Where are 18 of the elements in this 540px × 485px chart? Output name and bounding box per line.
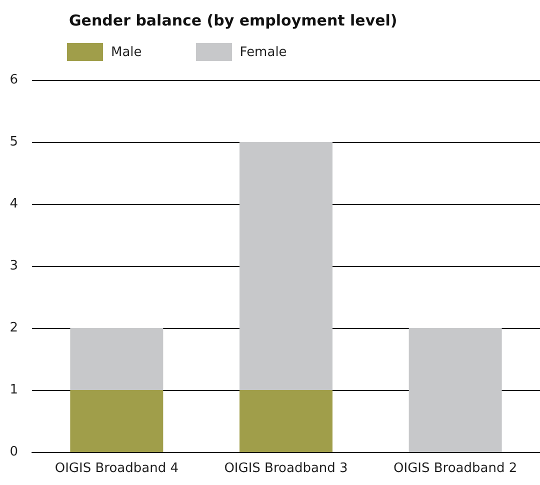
y-tick-label: 0 [10, 444, 18, 460]
bar [240, 142, 332, 390]
y-tick-label: 2 [10, 320, 18, 336]
y-tick-label: 5 [10, 134, 18, 150]
bar [70, 328, 164, 390]
x-tick-label: OIGIS Broadband 2 [394, 461, 518, 476]
legend-label: Female [240, 44, 287, 60]
bar [408, 328, 502, 452]
y-tick-label: 6 [10, 72, 18, 88]
bar [240, 390, 332, 452]
legend-label: Male [111, 44, 142, 60]
x-tick-label: OIGIS Broadband 3 [224, 461, 348, 476]
y-tick-label: 3 [10, 258, 18, 274]
chart-title: Gender balance (by employment level) [69, 12, 398, 30]
y-tick-label: 4 [10, 196, 18, 212]
x-tick-label: OIGIS Broadband 4 [54, 461, 178, 476]
bar [70, 390, 164, 452]
y-tick-label: 1 [10, 382, 18, 398]
